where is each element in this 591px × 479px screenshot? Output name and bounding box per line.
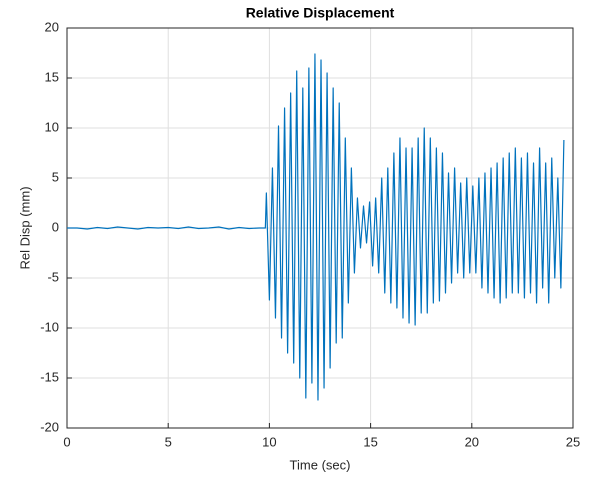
x-tick-label: 15 xyxy=(363,434,377,449)
y-tick-label: 15 xyxy=(45,69,59,84)
y-tick-label: 20 xyxy=(45,19,59,34)
y-tick-label: 0 xyxy=(52,219,59,234)
y-tick-label: 10 xyxy=(45,119,59,134)
x-tick-label: 20 xyxy=(465,434,479,449)
x-tick-label: 0 xyxy=(63,434,70,449)
y-tick-label: 5 xyxy=(52,169,59,184)
chart-title: Relative Displacement xyxy=(246,5,395,21)
y-tick-label: -15 xyxy=(40,369,59,384)
y-axis-label: Rel Disp (mm) xyxy=(17,186,32,269)
y-tick-label: -20 xyxy=(40,419,59,434)
x-tick-label: 25 xyxy=(566,434,580,449)
x-axis-label: Time (sec) xyxy=(290,457,351,472)
y-tick-label: -5 xyxy=(47,269,59,284)
y-tick-label: -10 xyxy=(40,319,59,334)
x-tick-label: 5 xyxy=(165,434,172,449)
data-line xyxy=(67,53,565,401)
x-tick-label: 10 xyxy=(262,434,276,449)
